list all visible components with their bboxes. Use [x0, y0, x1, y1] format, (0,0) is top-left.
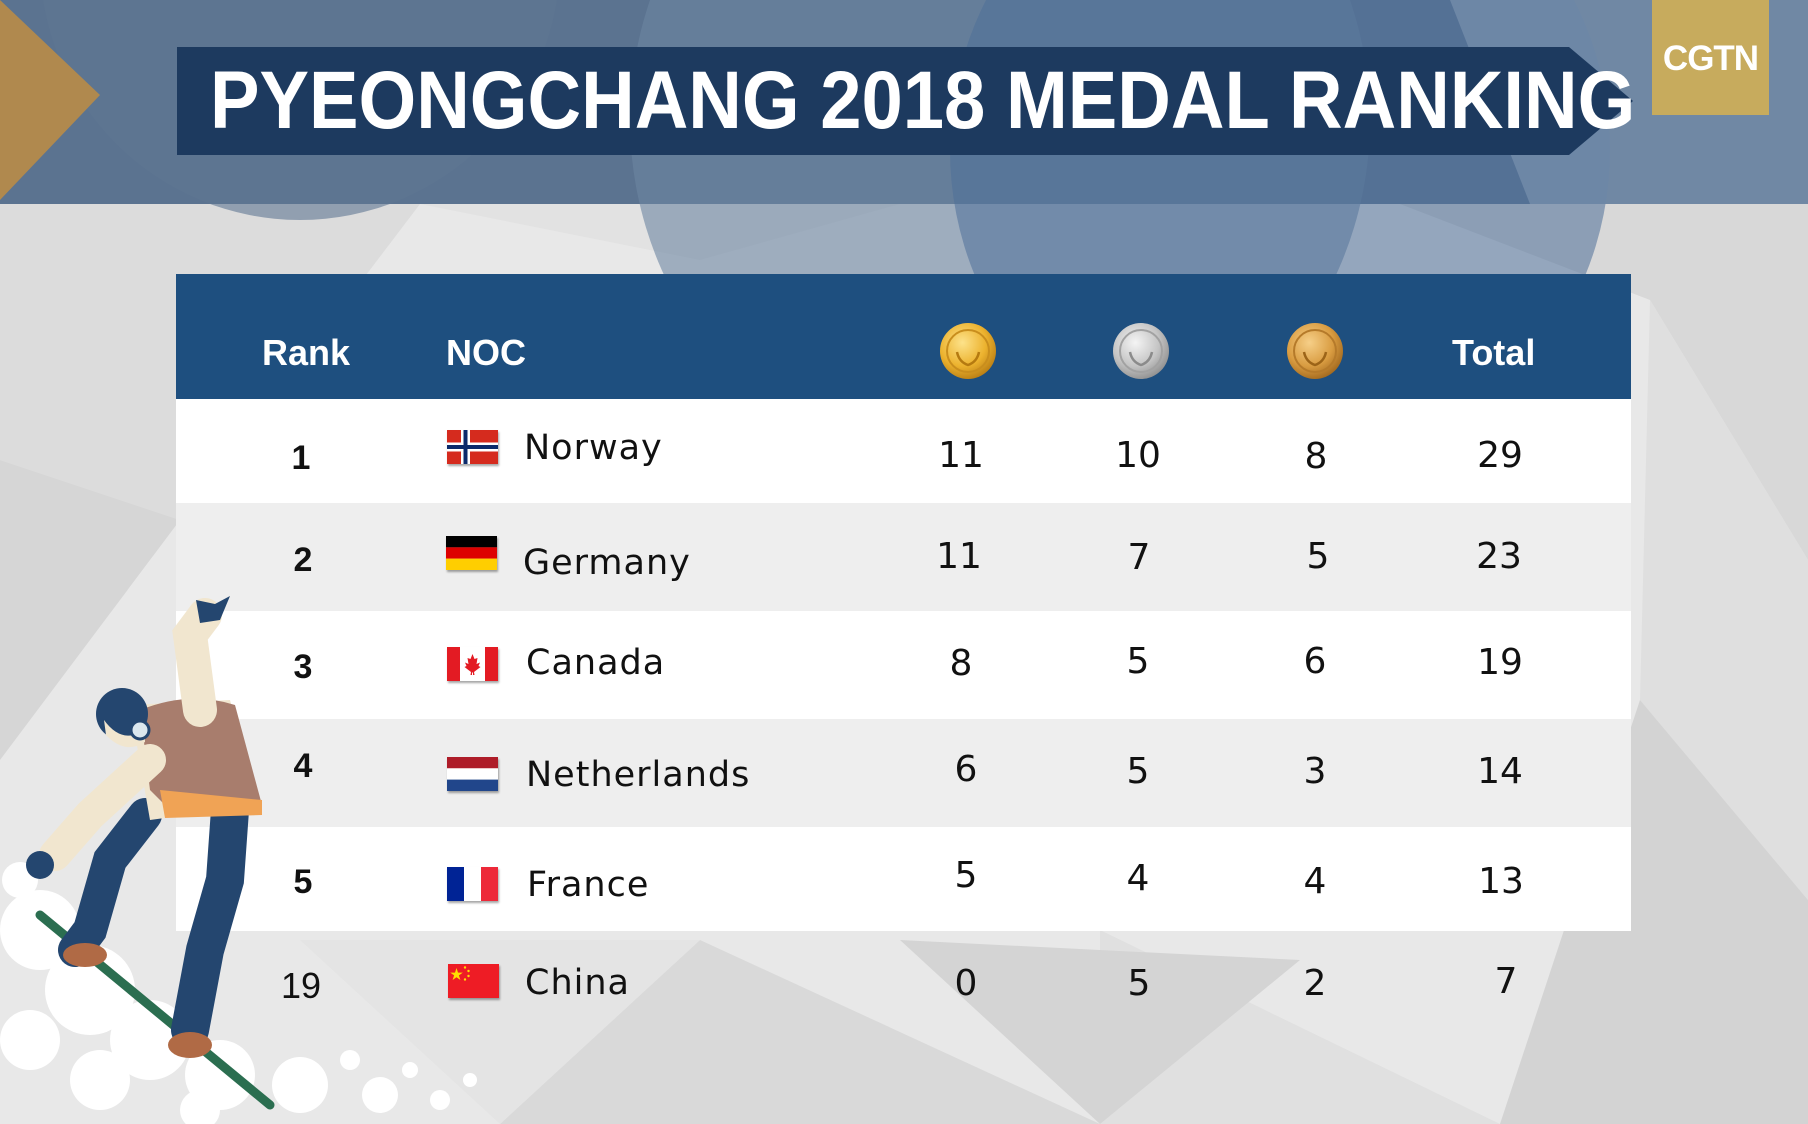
- flag-canada-icon: [447, 647, 498, 681]
- gold-count-cell: 6: [954, 749, 978, 790]
- silver-count-cell: 4: [1126, 858, 1150, 899]
- silver-count-cell: 7: [1127, 537, 1151, 578]
- gold-medal-icon: [939, 322, 997, 380]
- total-count-cell: 7: [1494, 961, 1518, 1002]
- silver-count-cell: 10: [1115, 435, 1161, 476]
- noc-cell: Canada: [526, 643, 666, 683]
- silver-count-cell: 5: [1126, 751, 1150, 792]
- bronze-count-cell: 3: [1303, 751, 1327, 792]
- column-header-total: Total: [1452, 332, 1536, 373]
- total-count-cell: 13: [1478, 861, 1524, 902]
- bronze-medal-icon: [1286, 322, 1344, 380]
- rank-cell: 5: [293, 863, 313, 901]
- rank-cell: 3: [293, 648, 313, 686]
- total-count-cell: 14: [1477, 751, 1523, 792]
- noc-cell: France: [527, 865, 650, 905]
- silver-count-cell: 5: [1126, 641, 1150, 682]
- bronze-count-cell: 8: [1304, 436, 1328, 477]
- silver-count-cell: 5: [1127, 963, 1151, 1004]
- medal-table: Rank NOC: [176, 274, 1631, 1035]
- total-count-cell: 23: [1476, 536, 1522, 577]
- flag-china-icon: [448, 964, 499, 998]
- flag-france-icon: [447, 867, 498, 901]
- flag-germany-icon: [446, 536, 497, 570]
- gold-count-cell: 11: [938, 435, 984, 476]
- rank-cell: 2: [293, 541, 313, 579]
- noc-cell: China: [525, 963, 630, 1003]
- silver-medal-icon: [1112, 322, 1170, 380]
- snowboarder-illustration: [0, 596, 477, 1124]
- gold-count-cell: 11: [936, 536, 982, 577]
- gold-count-cell: 5: [954, 855, 978, 896]
- noc-cell: Germany: [523, 543, 691, 583]
- table-row: 2 Germany 11 7 5 23: [176, 503, 1631, 611]
- table-row: 19 China 0 5 2 7: [176, 931, 1631, 1035]
- rank-cell: 4: [293, 747, 313, 785]
- page-title: PYEONGCHANG 2018 MEDAL RANKING: [210, 55, 1636, 146]
- flag-netherlands-icon: [447, 757, 498, 791]
- bronze-count-cell: 2: [1303, 963, 1327, 1004]
- noc-cell: Norway: [524, 428, 663, 468]
- title-banner: [177, 47, 1569, 155]
- rank-cell: 19: [280, 965, 322, 1006]
- flag-norway-icon: [447, 430, 498, 464]
- rank-cell: 1: [291, 439, 311, 477]
- cgtn-logo: CGTN: [1652, 0, 1769, 115]
- total-count-cell: 29: [1477, 435, 1523, 476]
- table-row: 5 France 5 4 4 13: [176, 827, 1631, 931]
- bronze-count-cell: 5: [1306, 536, 1330, 577]
- total-count-cell: 19: [1477, 642, 1523, 683]
- table-header: Rank NOC: [176, 274, 1631, 399]
- table-row: 4 Netherlands 6 5 3 14: [176, 719, 1631, 827]
- gold-count-cell: 0: [954, 963, 978, 1004]
- column-header-noc: NOC: [446, 332, 526, 373]
- table-row: 1 Norway 11 10 8 29: [176, 399, 1631, 503]
- table-row: 3 Canada 8 5 6 19: [176, 611, 1631, 719]
- noc-cell: Netherlands: [526, 755, 751, 795]
- gold-count-cell: 8: [949, 643, 973, 684]
- bronze-count-cell: 6: [1303, 641, 1327, 682]
- column-header-rank: Rank: [262, 332, 351, 373]
- bronze-count-cell: 4: [1303, 861, 1327, 902]
